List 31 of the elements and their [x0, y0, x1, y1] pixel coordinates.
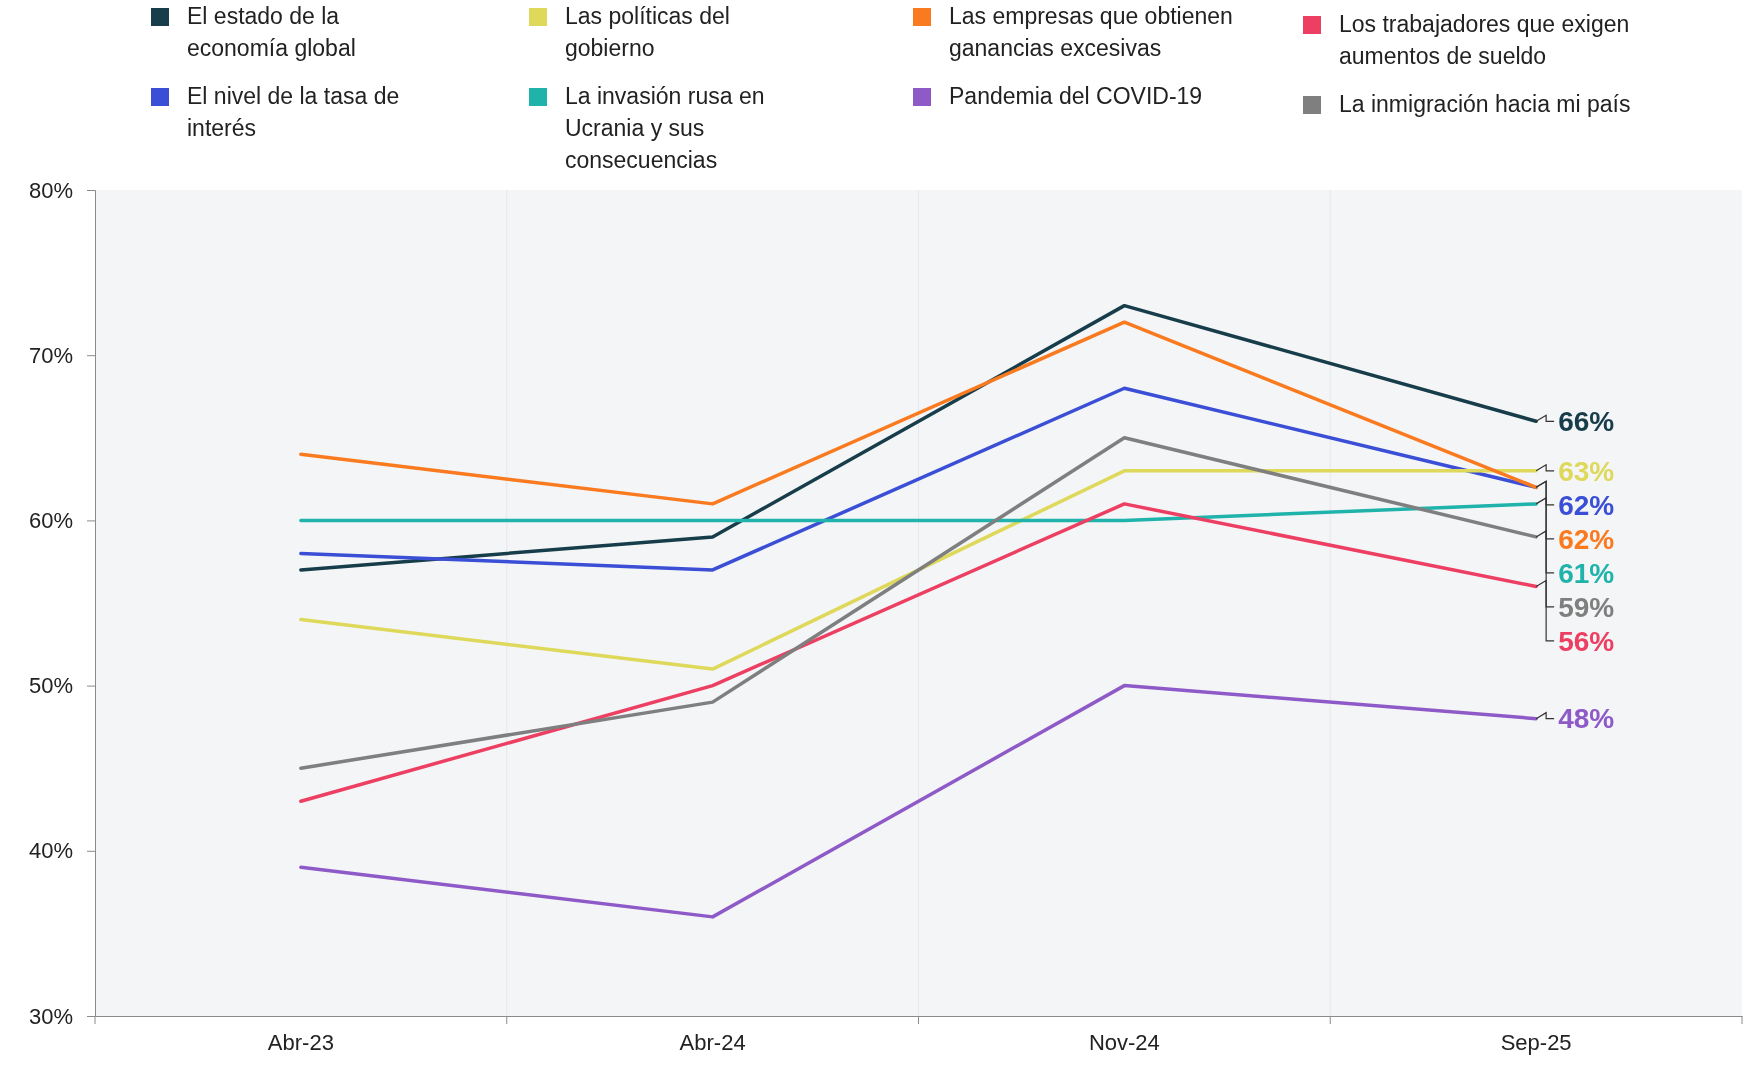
- y-tick-label: 60%: [28, 507, 73, 533]
- data-label: 56%: [1558, 625, 1615, 657]
- line-series: [299, 303, 1538, 572]
- legend-label: Pandemia del COVID-19: [949, 83, 1203, 109]
- y-tick-label: 30%: [28, 1003, 73, 1029]
- data-label: 63%: [1558, 455, 1615, 487]
- legend-label: La inmigración hacia mi país: [1339, 91, 1631, 117]
- x-tick-label: Abr-23: [267, 1029, 334, 1055]
- line-series: [299, 502, 1538, 803]
- y-tick-label: 40%: [28, 838, 73, 864]
- x-tick-label: Abr-24: [679, 1029, 746, 1055]
- data-label: 66%: [1558, 406, 1615, 438]
- data-label: 62%: [1558, 489, 1615, 521]
- data-label: 61%: [1558, 557, 1615, 589]
- data-label: 48%: [1558, 703, 1615, 735]
- y-tick-label: 50%: [28, 673, 73, 699]
- x-tick-label: Sep-25: [1500, 1029, 1572, 1055]
- data-label: 59%: [1558, 591, 1615, 623]
- legend-label: Las empresas que obtienen ganancias excesivas: [949, 3, 1233, 61]
- line-series: [299, 436, 1538, 770]
- line-series: [299, 320, 1538, 506]
- y-tick-label: 80%: [28, 177, 73, 203]
- legend-label: Las políticas del gobierno: [565, 3, 730, 61]
- legend-label: El nivel de la tasa de interés: [187, 83, 400, 141]
- legend-label: Los trabajadores que exigen aumentos de sueldo: [1339, 11, 1630, 69]
- data-label: 62%: [1558, 523, 1615, 555]
- line-series: [299, 683, 1538, 919]
- y-tick-label: 70%: [28, 342, 73, 368]
- x-tick-label: Nov-24: [1088, 1029, 1160, 1055]
- legend-label: La invasión rusa en Ucrania y sus consecuencias: [565, 83, 765, 173]
- legend-label: El estado de la economía global: [187, 3, 356, 61]
